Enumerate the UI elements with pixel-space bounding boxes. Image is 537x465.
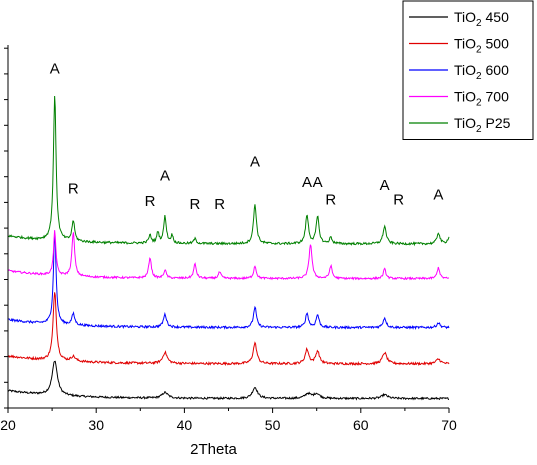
series-line-4 bbox=[7, 230, 450, 281]
legend: TiO2 450 TiO2 500 TiO2 600 TiO2 700 TiO2 P25 bbox=[402, 0, 534, 140]
x-tick-label: 30 bbox=[88, 417, 104, 433]
legend-label-2: TiO2 500 bbox=[454, 36, 509, 56]
series-line-2 bbox=[7, 292, 450, 367]
peak-label-A: A bbox=[160, 168, 170, 185]
series-layer bbox=[7, 95, 450, 401]
x-tick-label: 70 bbox=[441, 417, 457, 433]
peak-label-A: A bbox=[433, 187, 443, 204]
x-tick-label: 40 bbox=[177, 417, 193, 433]
peak-label-R: R bbox=[68, 180, 79, 197]
series-line-3 bbox=[7, 233, 450, 331]
peak-label-R: R bbox=[325, 191, 336, 208]
peak-label-R: R bbox=[190, 196, 201, 213]
legend-label-4: TiO2 700 bbox=[454, 89, 509, 109]
peak-label-R: R bbox=[393, 191, 404, 208]
peak-label-A: A bbox=[50, 60, 60, 77]
peak-label-A: A bbox=[313, 174, 323, 191]
legend-label-1: TiO2 450 bbox=[454, 9, 509, 29]
peak-label-A: A bbox=[250, 154, 260, 171]
legend-label-5: TiO2 P25 bbox=[454, 115, 511, 135]
peak-label-A: A bbox=[380, 177, 390, 194]
x-tick-label: 50 bbox=[265, 417, 281, 433]
peak-label-R: R bbox=[145, 193, 156, 210]
x-tick-label: 20 bbox=[0, 417, 16, 433]
x-tick-label: 60 bbox=[353, 417, 369, 433]
series-line-1 bbox=[7, 360, 450, 401]
peak-label-A: A bbox=[302, 174, 312, 191]
x-axis-title: 2Theta bbox=[190, 441, 237, 458]
peak-label-R: R bbox=[214, 196, 225, 213]
axes: 20 30 40 50 60 70 2Theta bbox=[0, 45, 457, 458]
series-line-5 bbox=[7, 95, 450, 247]
legend-label-3: TiO2 600 bbox=[454, 62, 509, 82]
